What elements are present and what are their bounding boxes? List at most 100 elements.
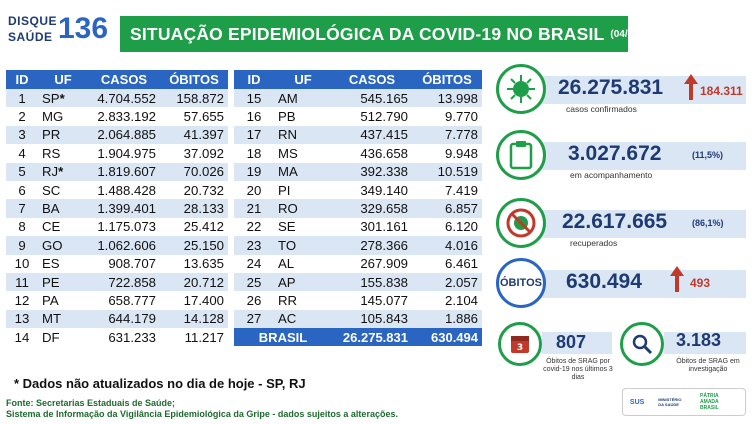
table-header-row: ID UF CASOS ÓBITOS — [234, 70, 482, 89]
uf-code: MS — [278, 145, 298, 161]
row-casos: 155.838 — [332, 272, 412, 292]
monitoring-box — [540, 142, 746, 170]
row-uf: PA — [38, 291, 88, 310]
row-id: 11 — [6, 272, 38, 292]
sus-logo: SUS — [629, 398, 645, 406]
confirmed-value: 26.275.831 — [558, 76, 664, 99]
confirmed-delta: 184.311 — [700, 84, 743, 98]
row-obitos: 7.419 — [412, 180, 482, 200]
row-id: 4 — [6, 144, 38, 163]
row-casos: 105.843 — [332, 309, 412, 329]
row-uf: RR — [274, 291, 332, 310]
row-id: 25 — [234, 272, 274, 292]
col-header-uf: UF — [38, 70, 88, 89]
row-id: 18 — [234, 144, 274, 163]
row-casos: 1.904.975 — [88, 144, 160, 163]
row-uf: MG — [38, 107, 88, 126]
uf-code: CE — [42, 219, 61, 235]
row-casos: 301.161 — [332, 217, 412, 237]
recovered-label: recuperados — [570, 238, 618, 248]
row-id: 20 — [234, 180, 274, 200]
row-casos: 278.366 — [332, 236, 412, 255]
row-uf: TO — [274, 236, 332, 255]
row-obitos: 11.217 — [160, 328, 228, 347]
col-header-id: ID — [234, 70, 274, 89]
row-uf: MA — [274, 162, 332, 181]
srag-investigation-value: 3.183 — [676, 330, 722, 350]
row-id: 14 — [6, 328, 38, 347]
row-id: 17 — [234, 125, 274, 145]
table-row: 20 PI 349.140 7.419 — [234, 180, 482, 200]
row-obitos: 7.778 — [412, 125, 482, 145]
table-row: 27 AC 105.843 1.886 — [234, 309, 482, 329]
not-updated-star: * — [59, 90, 65, 106]
col-header-uf: UF — [274, 70, 332, 89]
row-id: 7 — [6, 199, 38, 218]
table-row: 14 DF 631.233 11.217 — [6, 328, 228, 347]
row-id: 27 — [234, 309, 274, 329]
row-obitos: 25.412 — [160, 217, 228, 237]
virus-icon — [496, 64, 546, 114]
row-casos: 4.704.552 — [88, 89, 160, 108]
srag-deaths-value: 807 — [556, 332, 587, 352]
uf-code: ES — [42, 256, 60, 272]
row-id: 22 — [234, 217, 274, 237]
col-header-id: ID — [6, 70, 38, 89]
row-obitos: 9.948 — [412, 144, 482, 163]
calendar-icon: 3 — [498, 322, 542, 366]
uf-code: AL — [278, 256, 295, 272]
col-header-casos: CASOS — [332, 70, 412, 89]
uf-code: GO — [42, 237, 63, 253]
row-obitos: 13.998 — [412, 89, 482, 108]
row-id: 1 — [6, 89, 38, 108]
magnifier-icon — [620, 322, 664, 366]
table-row: 26 RR 145.077 2.104 — [234, 291, 482, 310]
source-text: Fonte: Secretarias Estaduais de Saúde; S… — [6, 398, 398, 420]
row-obitos: 1.886 — [412, 309, 482, 329]
table-row: 23 TO 278.366 4.016 — [234, 236, 482, 255]
table-row: 25 AP 155.838 2.057 — [234, 272, 482, 292]
uf-code: PI — [278, 182, 291, 198]
table-row: 3 PR 2.064.885 41.397 — [6, 125, 228, 145]
row-casos: 631.233 — [88, 328, 160, 347]
increase-arrow-icon — [670, 266, 684, 292]
row-casos: 658.777 — [88, 291, 160, 310]
uf-code: SP — [42, 90, 60, 106]
row-uf: RJ* — [38, 162, 88, 181]
row-casos: 436.658 — [332, 144, 412, 163]
uf-code: TO — [278, 237, 297, 253]
recovered-pct: (86,1%) — [692, 218, 724, 228]
row-uf: PB — [274, 107, 332, 126]
increase-arrow-icon — [684, 74, 698, 100]
row-id: 13 — [6, 309, 38, 329]
table-row: 11 PE 722.858 20.712 — [6, 272, 228, 292]
row-casos: 908.707 — [88, 254, 160, 273]
row-casos: 1.488.428 — [88, 180, 160, 200]
row-id: 6 — [6, 180, 38, 200]
table-row: 9 GO 1.062.606 25.150 — [6, 236, 228, 255]
update-date: (04/02 às 17h50) — [610, 28, 688, 40]
row-uf: RO — [274, 199, 332, 218]
srag-investigation-label: Óbitos de SRAG em investigação — [676, 358, 740, 373]
row-casos: 2.833.192 — [88, 107, 160, 126]
row-uf: AL — [274, 254, 332, 273]
srag-investigation-box — [664, 332, 746, 354]
logo-disque-text: DISQUE — [8, 14, 58, 28]
gov-logo: PÁTRIA AMADA BRASIL — [700, 393, 719, 411]
uf-code: RJ — [42, 164, 59, 180]
table-row: 17 RN 437.415 7.778 — [234, 125, 482, 145]
row-uf: DF — [38, 328, 88, 347]
table-row: 4 RS 1.904.975 37.092 — [6, 144, 228, 163]
table-row: 22 SE 301.161 6.120 — [234, 217, 482, 237]
row-casos: 1.819.607 — [88, 162, 160, 181]
row-casos: 1.175.073 — [88, 217, 160, 237]
deaths-box — [540, 270, 746, 298]
calendar-icon-text: 3 — [517, 343, 523, 353]
table-header-row: ID UF CASOS ÓBITOS — [6, 70, 228, 89]
row-obitos: 4.016 — [412, 236, 482, 255]
row-id: 26 — [234, 291, 274, 310]
row-uf: CE — [38, 217, 88, 237]
confirmed-box — [540, 76, 746, 104]
table-row: 12 PA 658.777 17.400 — [6, 291, 228, 310]
table-row: 16 PB 512.790 9.770 — [234, 107, 482, 126]
